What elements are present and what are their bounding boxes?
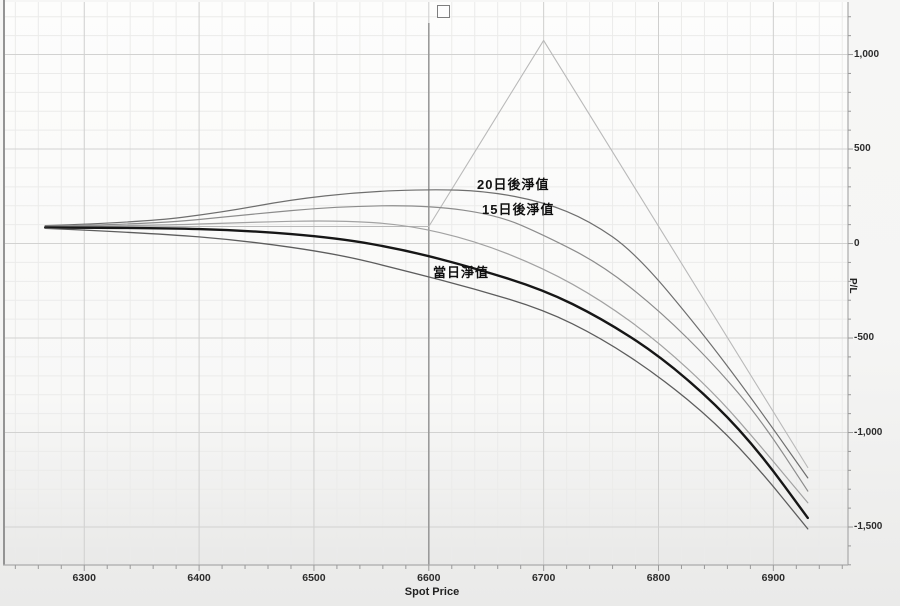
series-day15_curve (44, 205, 809, 492)
legend-checkbox-icon[interactable] (437, 5, 450, 18)
x-tick-label: 6600 (417, 572, 441, 584)
x-axis-title: Spot Price (404, 586, 460, 598)
series-day20_curve (44, 189, 809, 479)
y-tick-label: 1,000 (854, 48, 880, 60)
x-tick-label: 6500 (302, 572, 326, 584)
y-axis-title: P/L (847, 278, 858, 294)
series-today_curve (44, 226, 809, 520)
curve-label-15d: 15日後淨值 (482, 202, 555, 217)
y-tick-label: 0 (854, 237, 860, 249)
x-tick-label: 6900 (761, 572, 786, 584)
curve-label-today: 當日淨值 (433, 265, 490, 280)
series-expiry_payoff (44, 39, 809, 469)
x-tick-label: 6800 (646, 572, 671, 584)
x-tick-label: 6700 (531, 572, 556, 584)
y-tick-label: -1,000 (854, 426, 883, 438)
y-tick-label: 500 (854, 143, 871, 155)
x-tick-label: 6300 (72, 572, 96, 584)
series-mid_curve_unlabeled (44, 220, 809, 504)
series-lower_curve_unlabeled (44, 227, 809, 530)
y-tick-label: -1,500 (854, 521, 883, 532)
x-tick-label: 6400 (187, 572, 211, 584)
y-tick-label: -500 (854, 332, 875, 344)
plot-background (5, 2, 848, 565)
curve-label-20d: 20日後淨值 (477, 177, 550, 192)
